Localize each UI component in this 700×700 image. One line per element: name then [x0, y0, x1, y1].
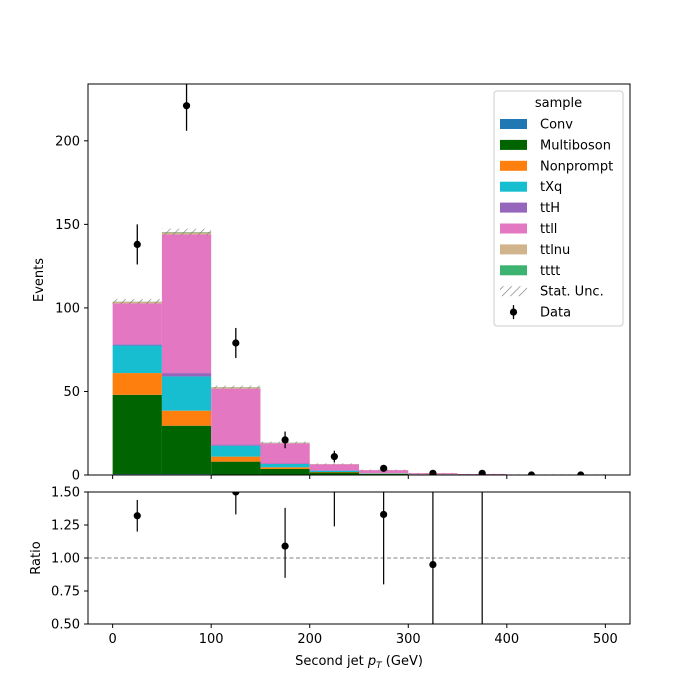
legend-swatch-txq: [500, 181, 527, 192]
ratio-point-7: [479, 290, 486, 297]
bar-tth-bin-3: [260, 463, 310, 464]
stat-unc-band-bin-1: [161, 228, 212, 236]
ratio-y-tick-label-3: 1.25: [51, 519, 80, 534]
ratio-point-3: [281, 542, 289, 550]
bar-tth-bin-2: [211, 444, 261, 446]
main-axes-frame: [87, 83, 631, 476]
legend-label-txq: tXq: [540, 180, 562, 195]
bar-multiboson-bin-2: [211, 461, 261, 475]
legend-swatch-ttlnu: [500, 244, 527, 255]
bar-txq-bin-0: [112, 345, 162, 374]
ratio-y-tick-label-2: 1.00: [51, 552, 80, 567]
legend-label-ttlnu: ttlnu: [540, 243, 570, 258]
ratio-x-tick-label-1: 100: [199, 632, 224, 647]
bar-multiboson-bin-3: [260, 468, 310, 475]
main-y-tick-label-3: 150: [55, 218, 80, 233]
ratio-x-tick-label-3: 300: [396, 632, 421, 647]
bar-txq-bin-5: [359, 473, 409, 474]
data-point-1: [182, 102, 191, 110]
bar-ttll-bin-4: [309, 464, 359, 471]
ratio-points: [133, 290, 486, 624]
ratio-point-1: [183, 475, 190, 482]
main-y-tick-label-0: 0: [72, 469, 80, 484]
legend-label-conv: Conv: [540, 118, 573, 133]
ratio-point-4: [331, 442, 338, 449]
ratio-x-tick-label-5: 500: [593, 632, 618, 647]
ratio-axes: 0 100 200 300 400 500 0.50 0.75 1.00 1.25 1.50: [51, 486, 631, 647]
data-points: [133, 84, 585, 475]
data-point-7: [478, 469, 486, 475]
bar-multiboson-bin-0: [112, 394, 162, 475]
ratio-point-6: [429, 561, 437, 569]
legend-swatch-tth: [500, 202, 527, 213]
data-point-5: [380, 464, 388, 472]
ratio-y-axis-label: Ratio: [29, 541, 44, 574]
ratio-point-5: [380, 510, 388, 519]
legend-label-tth: ttH: [540, 201, 560, 216]
bar-multiboson-bin-5: [359, 473, 409, 475]
data-point-9: [577, 471, 585, 475]
legend-label-tttt: tttt: [540, 264, 560, 279]
ratio-x-tick-label-0: 0: [108, 632, 116, 647]
main-y-tick-label-2: 100: [55, 301, 80, 316]
data-point-2: [232, 339, 240, 347]
ratio-y-tick-label-0: 0.50: [51, 618, 80, 633]
ratio-y-tick-label-4: 1.50: [51, 486, 80, 501]
legend-swatch-stat-unc: [500, 286, 527, 297]
ratio-point-0: [133, 512, 141, 520]
main-plot-panel: 0 50 100 150 200 Events sample Conv Multiboson…: [32, 83, 631, 484]
main-y-tick-label-4: 200: [55, 134, 80, 149]
data-point-3: [281, 436, 289, 444]
ratio-point-2: [232, 492, 240, 496]
bar-multiboson-bin-4: [309, 472, 359, 475]
main-y-tick-label-1: 50: [63, 385, 80, 400]
bar-nonprompt-bin-1: [161, 410, 212, 426]
bar-ttll-bin-1: [161, 234, 212, 374]
legend-swatch-nonprompt: [500, 160, 527, 171]
main-axes: 0 50 100 150 200: [55, 83, 631, 484]
legend-swatch-multiboson: [500, 139, 527, 150]
bar-ttll-bin-0: [112, 303, 162, 345]
bar-txq-bin-4: [309, 470, 359, 472]
ratio-x-tick-label-2: 200: [297, 632, 322, 647]
data-point-0: [133, 240, 141, 249]
bar-nonprompt-bin-0: [112, 373, 162, 395]
stat-unc-band-bin-4: [309, 463, 359, 465]
bar-nonprompt-bin-2: [211, 456, 261, 462]
legend: sample Conv Multiboson Nonprompt tXq ttH ttll t…: [493, 90, 624, 327]
legend-swatch-tttt: [500, 265, 527, 276]
legend-title: sample: [535, 96, 582, 111]
ratio-x-tick-label-4: 400: [494, 632, 519, 647]
bar-nonprompt-bin-3: [260, 467, 310, 469]
bar-ttll-bin-2: [211, 388, 261, 445]
stat-unc-band-bin-0: [112, 299, 162, 305]
ratio-y-tick-label-1: 0.75: [51, 585, 80, 600]
bar-nonprompt-bin-4: [309, 471, 359, 473]
legend-label-stat-unc-: Stat. Unc.: [540, 285, 604, 300]
legend-swatch-conv: [500, 119, 527, 129]
bar-txq-bin-3: [260, 463, 310, 468]
y-axis-label: Events: [32, 258, 47, 302]
data-point-8: [527, 471, 536, 475]
legend-label-nonprompt: Nonprompt: [540, 159, 613, 174]
stat-unc-band-bin-2: [211, 385, 261, 389]
bar-txq-bin-1: [161, 376, 212, 411]
data-point-4: [330, 453, 338, 461]
bar-tth-bin-0: [112, 344, 162, 346]
data-point-6: [429, 469, 437, 475]
legend-data-marker: [509, 308, 518, 316]
legend-label-ttll: ttll: [540, 222, 557, 237]
legend-label-multiboson: Multiboson: [540, 138, 611, 153]
bar-multiboson-bin-1: [161, 425, 212, 475]
legend-swatch-ttll: [500, 223, 527, 234]
bar-tth-bin-1: [161, 373, 212, 377]
bar-ttll-bin-3: [260, 443, 310, 464]
legend-label-data: Data: [540, 306, 571, 321]
bar-txq-bin-2: [211, 445, 261, 457]
x-axis-label: Second jet pT (GeV): [295, 654, 423, 671]
